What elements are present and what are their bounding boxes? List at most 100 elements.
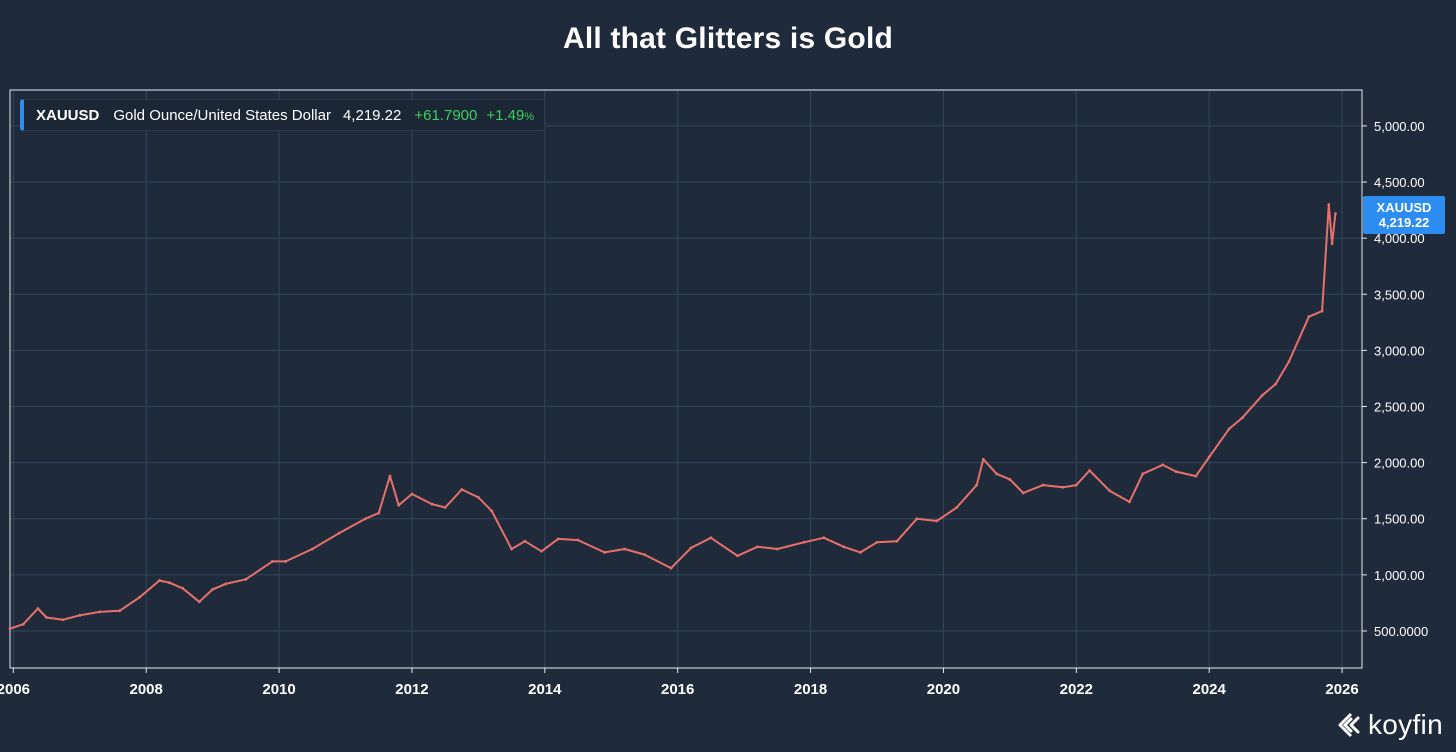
x-tick-label: 2026 [1325, 681, 1358, 698]
data-point [995, 472, 998, 476]
data-point [540, 549, 543, 553]
chart-title: All that Glitters is Gold [562, 22, 894, 55]
grid-lines [10, 90, 1362, 668]
data-point [78, 613, 82, 617]
data-point [1041, 483, 1045, 487]
data-point [211, 588, 215, 591]
data-point [775, 547, 779, 551]
data-point [576, 538, 580, 542]
x-tick-label: 2024 [1193, 681, 1227, 698]
data-point [669, 566, 673, 570]
data-point [1174, 470, 1178, 473]
data-point [397, 503, 401, 507]
data-point [981, 457, 985, 461]
brand-name: koyfin [1368, 709, 1443, 740]
data-point [1334, 212, 1337, 215]
x-tick-label: 2016 [661, 681, 694, 698]
legend-percent-sign: % [524, 110, 535, 123]
data-point [1327, 203, 1331, 206]
price-tag-value: 4,219.22 [1378, 215, 1430, 230]
legend-change-percent: +1.49% [486, 107, 534, 124]
price-tag-symbol: XAUUSD [1376, 200, 1432, 215]
data-point [284, 559, 288, 563]
data-point [756, 545, 759, 549]
data-point [1161, 463, 1165, 467]
x-tick-label: 2006 [0, 681, 30, 698]
data-point [224, 582, 228, 586]
x-tick-label: 2022 [1060, 681, 1093, 698]
data-point [510, 547, 514, 551]
data-point [244, 577, 248, 581]
data-point [1207, 455, 1211, 459]
data-point [443, 506, 447, 509]
data-point [364, 517, 367, 521]
y-tick-label: 1,500.00 [1374, 512, 1425, 527]
data-point [1021, 491, 1025, 495]
y-tick-label: 5,000.00 [1374, 119, 1425, 134]
x-tick-label: 2012 [395, 681, 428, 698]
data-point [1008, 478, 1012, 481]
data-point [476, 496, 480, 499]
data-point [709, 536, 713, 540]
data-point [556, 537, 560, 541]
data-point [1088, 469, 1092, 472]
data-point [1260, 393, 1264, 397]
legend-change-percent-value: +1.49 [486, 106, 525, 124]
data-point [689, 546, 693, 550]
data-point [1320, 309, 1324, 313]
series-line-xauusd [9, 203, 1337, 630]
data-point [430, 502, 434, 506]
data-point [158, 579, 161, 582]
data-point [337, 531, 341, 535]
data-point [388, 474, 392, 478]
data-point [377, 511, 381, 515]
y-tick-label: 3,500.00 [1374, 287, 1425, 302]
data-point [935, 519, 939, 523]
data-point [21, 622, 25, 626]
data-point [460, 488, 464, 491]
data-point [1227, 427, 1231, 431]
series-points [8, 203, 1337, 631]
data-point [842, 545, 846, 549]
data-point [736, 554, 739, 558]
y-tick-label: 2,000.00 [1374, 456, 1425, 471]
data-point [1274, 382, 1278, 386]
y-tick-label: 2,500.00 [1374, 399, 1425, 414]
data-point [310, 547, 314, 551]
data-point [895, 539, 899, 543]
data-point [1194, 474, 1198, 478]
data-point [61, 618, 65, 622]
y-tick-label: 1,000.00 [1374, 568, 1425, 583]
legend-instrument-name: Gold Ounce/United States Dollar [113, 106, 331, 124]
x-axis: 2006 2008 2010 2012 2014 2016 2018 2020 2022 2024… [0, 668, 1359, 698]
data-point [1330, 242, 1334, 246]
data-point [1128, 500, 1131, 504]
data-point [168, 581, 171, 585]
legend-symbol: XAUUSD [36, 106, 100, 124]
data-point [1061, 485, 1065, 489]
data-point [181, 586, 185, 590]
data-point [8, 627, 12, 631]
data-point [623, 547, 626, 551]
x-tick-label: 2010 [262, 681, 295, 698]
y-axis: 500.0000 1,000.00 1,500.00 2,000.00 2,500.00… [1362, 119, 1428, 639]
legend-price: 4,219.22 [342, 106, 402, 124]
data-point [45, 616, 48, 619]
y-tick-label: 4,500.00 [1374, 175, 1425, 190]
data-point [875, 540, 879, 544]
x-tick-label: 2020 [927, 681, 960, 698]
series-legend[interactable]: XAUUSD Gold Ounce/United States Dollar 4… [20, 99, 546, 131]
data-point [410, 492, 414, 496]
data-point [643, 553, 646, 557]
data-point [1141, 472, 1145, 476]
data-point [802, 540, 806, 544]
data-point [1108, 489, 1111, 493]
data-point [36, 607, 40, 610]
data-point [523, 539, 527, 543]
data-point [955, 506, 959, 509]
data-point [490, 509, 494, 513]
data-point [1074, 483, 1078, 487]
data-point [822, 536, 826, 540]
x-tick-label: 2014 [528, 681, 562, 698]
